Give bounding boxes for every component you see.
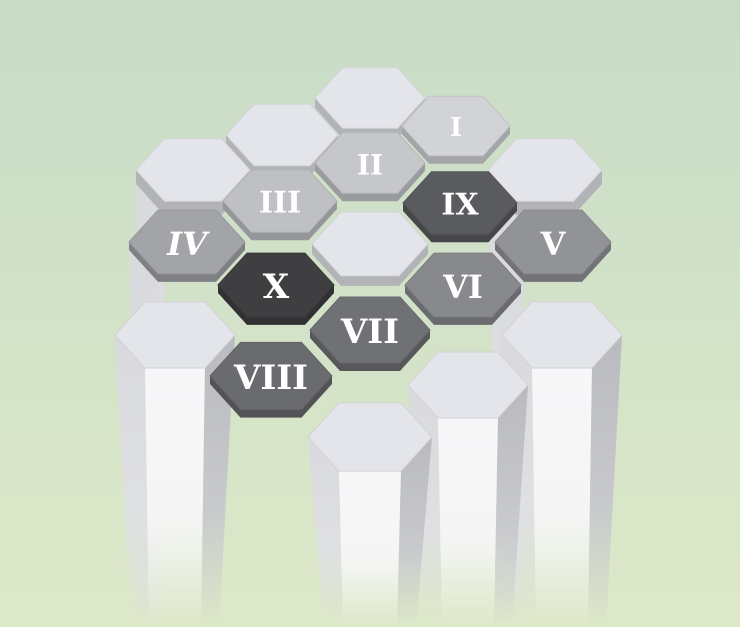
hex-tile-top	[311, 211, 429, 277]
hex-tile-i[interactable]: I	[401, 95, 511, 164]
hex-tile-top	[314, 132, 426, 194]
hex-tile-label: V	[540, 225, 567, 263]
hex-tile-iii[interactable]: III	[222, 169, 338, 241]
hex-tile-top	[217, 252, 335, 318]
hex-tile-side	[315, 98, 425, 139]
hex-tile-top	[402, 171, 518, 235]
hex-tile-top	[307, 402, 433, 472]
pillar-shaft-left	[115, 335, 149, 627]
hex-tile-v[interactable]: V	[494, 209, 612, 282]
pillar-shaft-left	[308, 437, 343, 627]
pillar-shaft-front	[145, 368, 205, 627]
hex-tile-label: VII	[340, 312, 399, 352]
hex-tile-plain	[225, 103, 339, 176]
hex-tile-label: II	[357, 149, 383, 182]
hex-tile-top	[114, 301, 236, 369]
pillar-shaft-right	[201, 335, 235, 627]
hex-tile-top	[401, 95, 511, 157]
hex-tile-top	[314, 67, 426, 129]
hex-tile-plain	[135, 138, 251, 216]
hex-tile-top	[501, 301, 623, 369]
hex-tile-top	[407, 351, 529, 419]
hex-tile-label: VIII	[233, 358, 308, 398]
hex-tile-side	[312, 244, 428, 286]
hex-tile-label: III	[259, 186, 301, 221]
hex-tile-top	[487, 138, 603, 202]
pillar-shaft-right	[588, 335, 622, 627]
hex-tile-top	[404, 252, 522, 318]
hex-tile-label: IV	[166, 225, 210, 263]
hex-tile-vii[interactable]: VII	[309, 296, 431, 371]
hex-tile-ii[interactable]: II	[314, 132, 426, 202]
hex-tile-plain	[307, 402, 433, 627]
hex-tile-top	[222, 169, 338, 233]
hex-tile-label: I	[450, 113, 462, 143]
hex-tile-label: IX	[441, 188, 479, 223]
pillar-shaft-right	[494, 385, 528, 627]
hex-tile-top	[135, 138, 251, 202]
pillar-shaft-front	[532, 368, 592, 627]
hex-tile-viii[interactable]: VIII	[209, 341, 333, 418]
hex-tile-iv[interactable]: IV	[128, 209, 246, 282]
pillar-shaft-right	[397, 437, 432, 627]
hex-tile-plain	[501, 301, 623, 627]
hex-tile-label: VI	[442, 268, 483, 306]
hex-tile-plain	[311, 211, 429, 286]
pillar-shaft-front	[438, 418, 498, 627]
hex-tile-top	[309, 296, 431, 364]
pillar-shaft-front	[339, 471, 401, 627]
hex-tile-top	[209, 341, 333, 411]
hex-tile-vi[interactable]: VI	[404, 252, 522, 325]
hex-tile-plain	[314, 67, 426, 139]
hex-tile-plain	[114, 301, 236, 627]
hex-tile-x[interactable]: X	[217, 252, 335, 325]
hex-tile-ix[interactable]: IX	[402, 171, 518, 243]
hex-tile-side	[226, 135, 338, 176]
hex-tile-top	[494, 209, 612, 275]
hex-tile-top	[225, 103, 339, 167]
hex-tile-side	[136, 170, 250, 216]
hex-tile-label: X	[263, 267, 290, 307]
hex-tile-top	[128, 209, 246, 275]
